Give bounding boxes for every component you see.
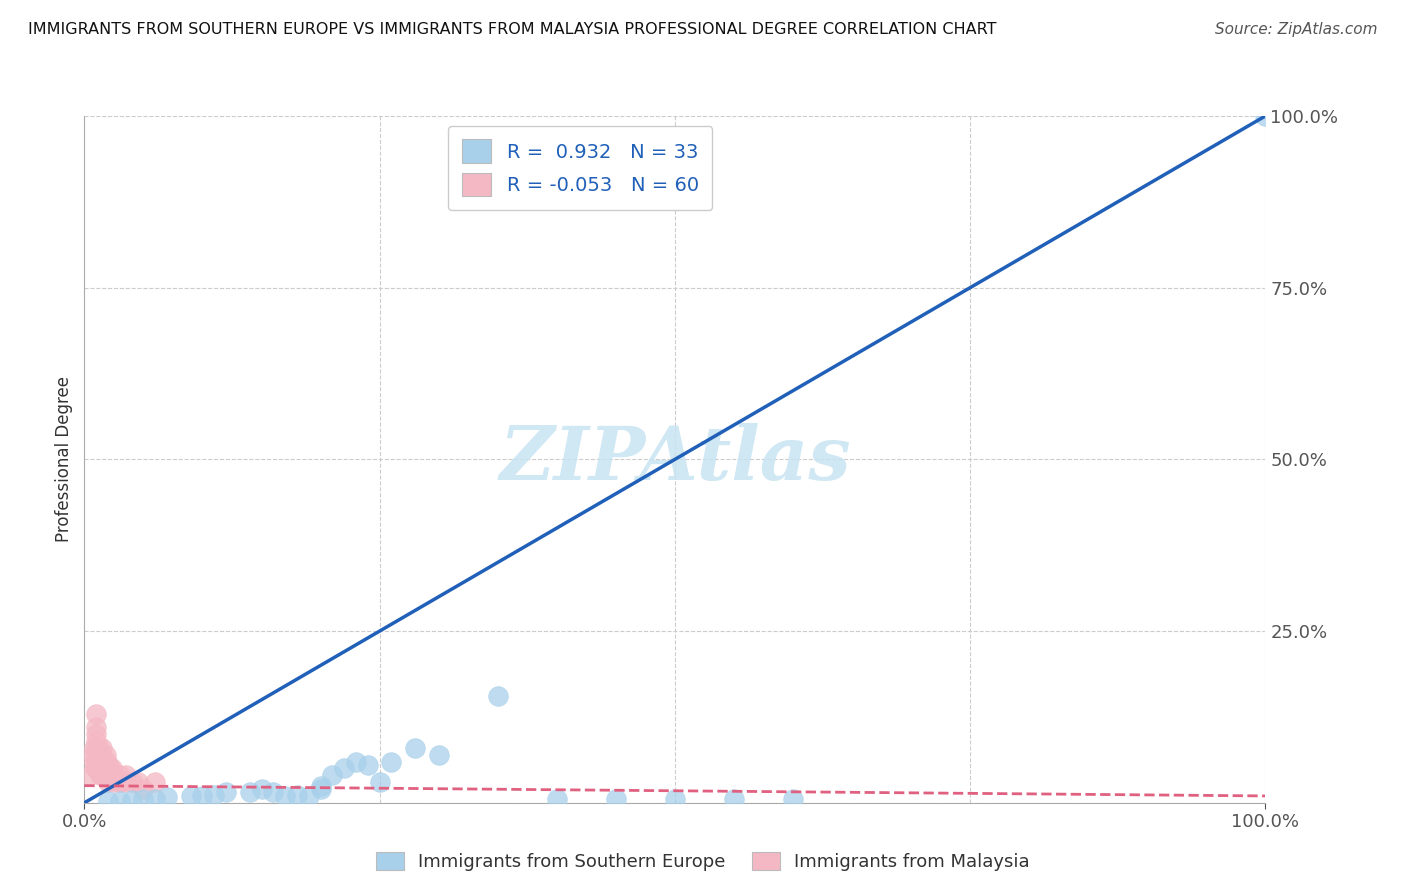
Point bbox=[79, 768, 101, 782]
Point bbox=[127, 775, 149, 789]
Point bbox=[97, 761, 120, 775]
Point bbox=[87, 740, 110, 755]
Point bbox=[87, 747, 110, 762]
Point bbox=[103, 768, 125, 782]
Point bbox=[91, 768, 114, 782]
Point bbox=[97, 768, 120, 782]
Point bbox=[84, 755, 107, 769]
Point bbox=[546, 792, 568, 806]
Point bbox=[380, 755, 402, 769]
Point bbox=[427, 747, 450, 762]
Point bbox=[97, 768, 120, 782]
Point bbox=[108, 768, 131, 782]
Point bbox=[333, 761, 356, 775]
Point bbox=[83, 740, 105, 755]
Point bbox=[84, 720, 107, 734]
Point bbox=[782, 792, 804, 806]
Point bbox=[94, 768, 117, 782]
Point bbox=[97, 768, 120, 782]
Point bbox=[83, 755, 105, 769]
Point bbox=[262, 785, 284, 799]
Point bbox=[215, 785, 238, 799]
Point bbox=[84, 761, 107, 775]
Text: IMMIGRANTS FROM SOUTHERN EUROPE VS IMMIGRANTS FROM MALAYSIA PROFESSIONAL DEGREE : IMMIGRANTS FROM SOUTHERN EUROPE VS IMMIG… bbox=[28, 22, 997, 37]
Point bbox=[108, 775, 131, 789]
Point bbox=[368, 775, 391, 789]
Point bbox=[91, 761, 114, 775]
Point bbox=[84, 734, 107, 748]
Point bbox=[191, 789, 214, 803]
Point bbox=[84, 727, 107, 741]
Point bbox=[202, 788, 225, 802]
Point bbox=[664, 792, 686, 806]
Point bbox=[89, 755, 111, 769]
Point bbox=[321, 768, 343, 782]
Point bbox=[108, 794, 131, 808]
Point bbox=[344, 755, 367, 769]
Y-axis label: Professional Degree: Professional Degree bbox=[55, 376, 73, 542]
Point bbox=[96, 755, 118, 769]
Point bbox=[723, 792, 745, 806]
Point bbox=[97, 768, 120, 782]
Point bbox=[91, 768, 114, 782]
Point bbox=[87, 755, 110, 769]
Point bbox=[156, 790, 179, 805]
Legend: Immigrants from Southern Europe, Immigrants from Malaysia: Immigrants from Southern Europe, Immigra… bbox=[370, 845, 1036, 879]
Point bbox=[97, 761, 120, 775]
Point bbox=[180, 789, 202, 803]
Point bbox=[605, 792, 627, 806]
Point bbox=[132, 792, 155, 806]
Point bbox=[250, 782, 273, 797]
Point bbox=[84, 761, 107, 775]
Point bbox=[404, 740, 426, 755]
Text: Source: ZipAtlas.com: Source: ZipAtlas.com bbox=[1215, 22, 1378, 37]
Point bbox=[82, 747, 104, 762]
Point bbox=[91, 755, 114, 769]
Point bbox=[89, 768, 111, 782]
Point bbox=[84, 740, 107, 755]
Point bbox=[114, 768, 136, 782]
Point bbox=[94, 761, 117, 775]
Point bbox=[96, 761, 118, 775]
Point bbox=[91, 755, 114, 769]
Point bbox=[103, 775, 125, 789]
Point bbox=[143, 792, 166, 806]
Point bbox=[121, 793, 143, 807]
Legend: R =  0.932   N = 33, R = -0.053   N = 60: R = 0.932 N = 33, R = -0.053 N = 60 bbox=[449, 126, 713, 211]
Point bbox=[87, 761, 110, 775]
Text: ZIPAtlas: ZIPAtlas bbox=[499, 423, 851, 496]
Point bbox=[90, 761, 112, 775]
Point bbox=[486, 690, 509, 704]
Point bbox=[1254, 109, 1277, 123]
Point bbox=[114, 775, 136, 789]
Point bbox=[274, 789, 297, 803]
Point bbox=[98, 768, 121, 782]
Point bbox=[298, 789, 321, 803]
Point bbox=[239, 785, 262, 799]
Point bbox=[97, 761, 120, 775]
Point bbox=[91, 740, 114, 755]
Point bbox=[91, 755, 114, 769]
Point bbox=[132, 782, 155, 797]
Point bbox=[91, 747, 114, 762]
Point bbox=[98, 768, 121, 782]
Point bbox=[96, 768, 118, 782]
Point bbox=[103, 768, 125, 782]
Point bbox=[94, 747, 117, 762]
Point bbox=[357, 758, 380, 772]
Point bbox=[98, 761, 121, 775]
Point bbox=[100, 761, 122, 775]
Point bbox=[97, 761, 120, 775]
Point bbox=[97, 775, 120, 789]
Point bbox=[309, 782, 332, 797]
Point bbox=[93, 761, 115, 775]
Point bbox=[91, 768, 114, 782]
Point bbox=[285, 788, 308, 802]
Point bbox=[108, 775, 131, 789]
Point bbox=[143, 775, 166, 789]
Point bbox=[121, 775, 143, 789]
Point bbox=[97, 794, 120, 808]
Point bbox=[309, 779, 332, 793]
Point bbox=[84, 706, 107, 721]
